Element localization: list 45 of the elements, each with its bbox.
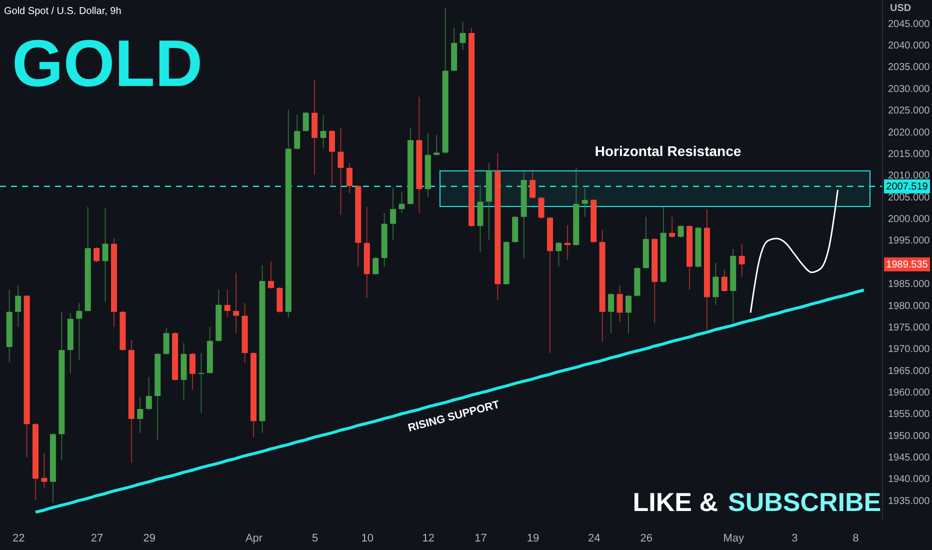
y-tick-label: 2045.000 [888,18,930,30]
y-tick-label: 2005.000 [888,192,930,204]
x-tick-label: 27 [90,532,104,544]
x-tick-label: 26 [640,532,653,544]
y-tick-label: 1935.000 [888,496,930,507]
band-label: Horizontal Resistance [594,142,742,159]
y-tick-label: 1980.000 [888,300,930,312]
y-tick-label: 2025.000 [888,106,930,117]
x-tick-label: 22 [12,532,25,544]
y-tick-label: 2010.000 [888,170,930,182]
x-tick-label: 5 [312,532,318,544]
text: 1989.535 [886,259,928,270]
y-tick-label: 1965.000 [888,366,930,377]
y-tick-label: 1995.000 [888,236,930,247]
annotation: LIKE & [632,487,718,517]
x-tick-label: Apr [245,532,263,544]
x-tick-label: 8 [852,532,859,544]
annotation: SUBSCRIBE [728,487,882,517]
x-tick-label: 19 [526,532,540,544]
y-tick-label: 1940.000 [888,474,930,486]
y-tick-label: 1955.000 [888,409,930,420]
x-tick-label: May [723,532,745,544]
chart-title: GOLD [12,26,203,100]
y-tick-label: 1985.000 [888,279,930,290]
x-tick-label: 10 [361,532,374,544]
y-axis-title: USD [890,3,912,14]
line-series [750,189,839,314]
y-tick-label: 2040.000 [888,40,930,52]
x-tick-label: 12 [422,532,435,544]
y-tick-label: 2015.000 [888,148,930,160]
x-tick-label: 24 [588,532,600,544]
y-tick-label: 1975.000 [888,322,930,334]
y-tick-label: 2035.000 [888,62,930,74]
x-tick-label: 29 [143,532,156,544]
y-tick-label: 2000.000 [888,214,930,226]
x-tick-label: 17 [474,532,487,544]
text: Gold Spot / U.S. Dollar, 9h [4,6,122,17]
y-tick-label: 2020.000 [888,127,930,138]
y-tick-label: 1945.000 [888,452,930,464]
y-tick-label: 2030.000 [888,84,930,95]
ref-line-label: 2007.519 [886,181,928,192]
y-tick-label: 1950.000 [888,430,930,442]
x-tick-label: 3 [792,532,798,544]
y-tick-label: 1970.000 [888,344,930,356]
y-tick-label: 1960.000 [888,387,930,398]
